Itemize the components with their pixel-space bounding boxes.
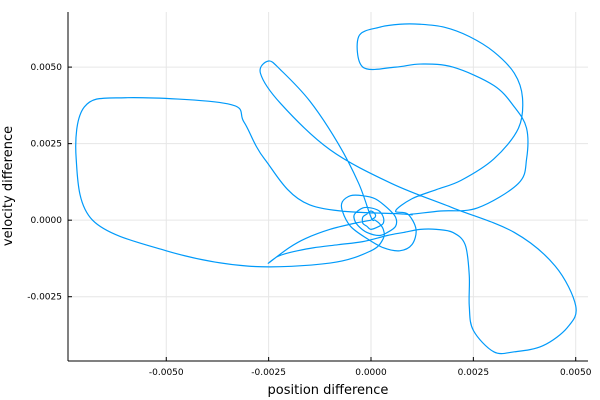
series-group <box>75 23 577 355</box>
y-tick-label: 0.0025 <box>31 140 63 150</box>
x-tick-label: 0.0025 <box>458 368 490 378</box>
x-axis-label: position difference <box>268 383 389 398</box>
grid <box>68 12 588 361</box>
y-axis-ticks: -0.0025 0.0000 0.0025 0.0050 <box>27 63 72 303</box>
x-tick-label: 0.0000 <box>355 368 387 378</box>
x-tick-label: -0.0025 <box>251 368 286 378</box>
y-tick-label: -0.0025 <box>27 293 62 303</box>
y-tick-label: 0.0000 <box>31 216 63 226</box>
x-axis-ticks: -0.0050 -0.0025 0.0000 0.0025 0.0050 <box>149 357 592 378</box>
x-tick-label: -0.0050 <box>149 368 184 378</box>
series-line <box>75 23 577 355</box>
x-tick-label: 0.0050 <box>560 368 592 378</box>
y-axis-label: velocity difference <box>1 126 16 246</box>
y-tick-label: 0.0050 <box>31 63 63 73</box>
